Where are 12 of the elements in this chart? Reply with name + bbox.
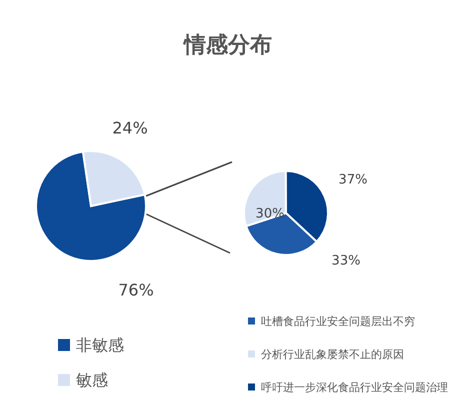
data-label: 24% bbox=[112, 118, 148, 138]
legend-label: 吐槽食品行业安全问题层出不穷 bbox=[261, 314, 415, 328]
legend-label: 非敏感 bbox=[76, 336, 124, 355]
pie-slice bbox=[35, 150, 147, 262]
legend-label: 呼吁进一步深化食品行业安全问题治理 bbox=[261, 380, 448, 394]
text: 情感分布 bbox=[182, 33, 272, 58]
data-label: 33% bbox=[332, 254, 360, 269]
legend-label: 敏感 bbox=[76, 370, 108, 390]
legend-label: 分析行业乱象屡禁不止的原因 bbox=[261, 348, 404, 361]
data-label: 76% bbox=[118, 280, 154, 300]
data-label: 30% bbox=[256, 206, 284, 222]
data-label: 37% bbox=[338, 172, 368, 188]
